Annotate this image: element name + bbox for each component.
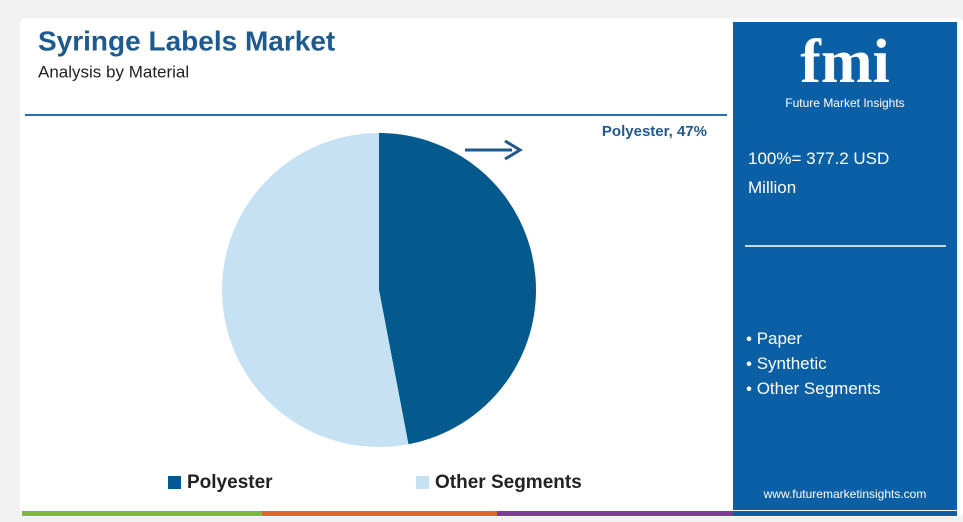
legend-label: Other Segments bbox=[435, 472, 582, 493]
chart-title: Syringe Labels Market bbox=[38, 25, 335, 56]
url: www.futuremarketinsights.com bbox=[763, 487, 927, 501]
logo: fmi bbox=[800, 28, 890, 96]
bullet-text: Synthetic bbox=[757, 354, 827, 373]
bullet-text: Paper bbox=[757, 329, 803, 348]
pie-slice bbox=[222, 132, 409, 447]
bullet: • Synthetic bbox=[746, 354, 827, 373]
chart-subtitle: Analysis by Material bbox=[38, 62, 189, 81]
bullet-text: Other Segments bbox=[757, 379, 881, 398]
bullet: • Paper bbox=[746, 329, 802, 348]
pie-slice bbox=[379, 133, 537, 445]
logo-subtitle: Future Market Insights bbox=[785, 96, 904, 110]
bottom-strip bbox=[22, 511, 957, 516]
bullet: • Other Segments bbox=[746, 379, 880, 398]
total: 100%= 377.2 USD Million bbox=[748, 149, 889, 197]
legend-label: Polyester bbox=[187, 472, 273, 493]
side-panel bbox=[733, 22, 957, 510]
legend-swatch bbox=[416, 476, 429, 489]
data-label: Polyester, 47% bbox=[602, 123, 707, 140]
arrow bbox=[465, 139, 523, 161]
legend-swatch bbox=[168, 476, 181, 489]
